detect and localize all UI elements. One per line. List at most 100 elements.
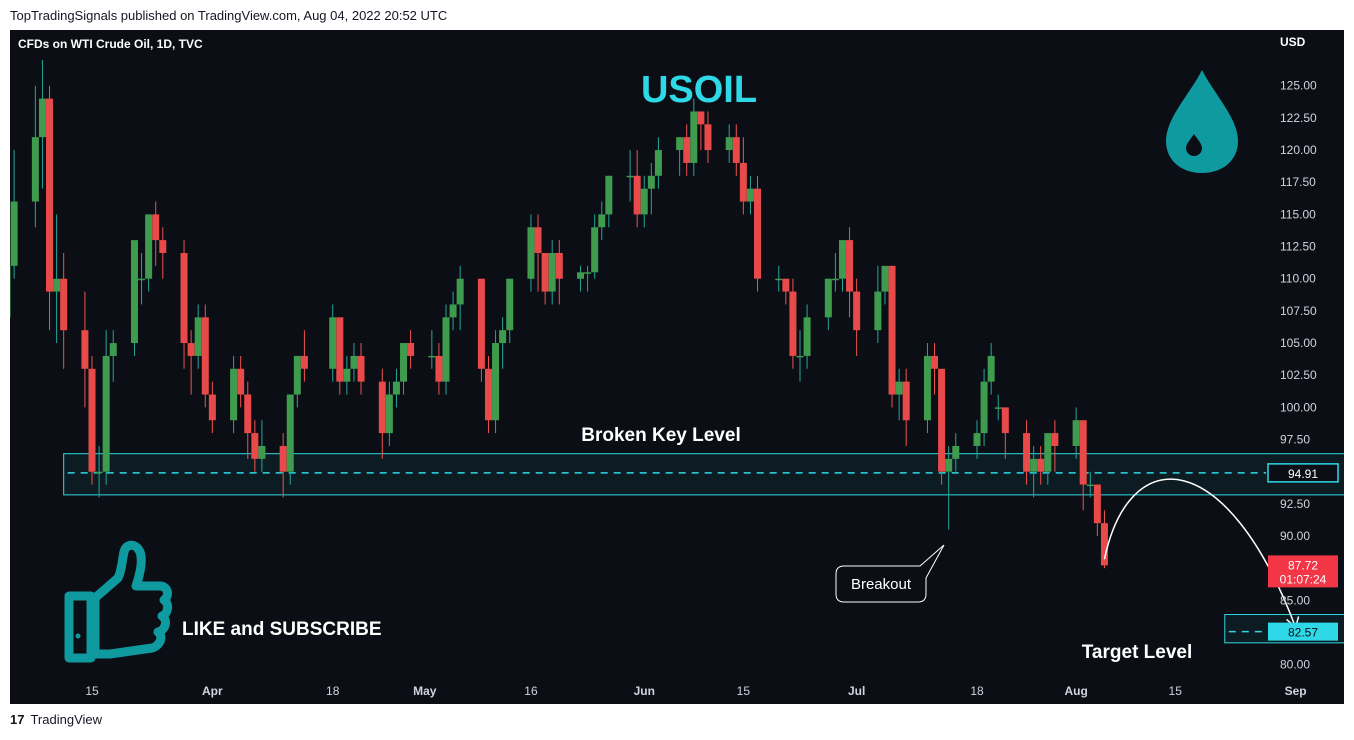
time-tick: 15 xyxy=(85,684,99,698)
candle-body xyxy=(1086,484,1094,487)
candle xyxy=(831,252,839,292)
chart-panel[interactable]: Broken Key Level Target Level Breakout 12… xyxy=(10,30,1344,704)
candle xyxy=(407,330,415,369)
candle-body xyxy=(803,317,811,356)
candle xyxy=(499,317,507,369)
candle-body xyxy=(350,355,358,369)
candle xyxy=(53,214,61,344)
candle xyxy=(1086,471,1094,498)
candle-body xyxy=(81,330,89,369)
candle xyxy=(230,355,238,434)
last-price-tag xyxy=(1268,555,1338,588)
oil-drop-icon xyxy=(1166,70,1238,173)
candle xyxy=(293,355,301,408)
candle xyxy=(1051,420,1059,472)
candle-body xyxy=(392,381,400,395)
candle xyxy=(782,278,790,305)
price-tick: 115.00 xyxy=(1280,207,1316,221)
candle-body xyxy=(102,355,110,472)
candle-body xyxy=(775,278,783,281)
candle-body xyxy=(994,407,1002,409)
thumbs-up-icon xyxy=(64,540,173,663)
candle-body xyxy=(605,175,613,215)
last-price: 87.72 xyxy=(1288,558,1318,572)
candle-body xyxy=(527,227,535,279)
candle xyxy=(584,265,592,292)
candle xyxy=(159,227,167,279)
candle-body xyxy=(888,265,896,395)
candle xyxy=(1093,484,1101,537)
tradingview-brand[interactable]: TradingView xyxy=(30,712,103,727)
candle-body xyxy=(945,458,953,472)
candle-body xyxy=(60,278,68,331)
price-tick: 100.00 xyxy=(1280,400,1317,414)
candle xyxy=(902,368,910,446)
time-tick: Sep xyxy=(1285,684,1307,698)
candle xyxy=(697,111,705,151)
candle-body xyxy=(824,278,832,318)
candle-body xyxy=(336,317,344,382)
candle xyxy=(881,265,889,305)
candle xyxy=(201,304,209,408)
candle-body xyxy=(683,137,691,163)
candle xyxy=(824,278,832,331)
overlay-layer: Breakout xyxy=(835,478,1300,629)
candle-body xyxy=(647,175,655,189)
time-tick: 15 xyxy=(737,684,751,698)
candle-body xyxy=(831,278,839,281)
candle-body xyxy=(159,240,167,253)
candle-body xyxy=(400,343,408,382)
candle xyxy=(442,304,450,395)
candle xyxy=(10,265,11,318)
candle-body xyxy=(484,368,492,421)
candle-body xyxy=(952,445,960,459)
price-axis: 125.00 122.50 120.00 117.50 115.00 112.50 110.… xyxy=(1267,79,1339,672)
candle xyxy=(527,214,535,292)
candle xyxy=(350,343,358,382)
candle xyxy=(10,150,18,279)
time-tick: 16 xyxy=(524,684,538,698)
candle-body xyxy=(442,317,450,382)
candle xyxy=(329,304,337,382)
candle xyxy=(1100,510,1108,569)
candle-body xyxy=(357,355,365,382)
breakout-label: Breakout xyxy=(851,576,912,593)
candle-body xyxy=(152,214,160,241)
candle xyxy=(506,278,514,344)
time-tick: Aug xyxy=(1064,684,1087,698)
candle-body xyxy=(1023,433,1031,472)
price-tick: 105.00 xyxy=(1280,336,1317,350)
candle-body xyxy=(201,317,209,395)
candle-body xyxy=(746,188,754,202)
candle-body xyxy=(378,381,386,434)
key-level-price: 94.91 xyxy=(1288,467,1318,481)
candle-body xyxy=(1030,458,1038,472)
candle xyxy=(95,445,103,498)
candle xyxy=(895,368,903,421)
candlestick-chart[interactable]: Broken Key Level Target Level Breakout 12… xyxy=(10,30,1344,704)
candle xyxy=(336,317,344,395)
candle xyxy=(633,150,641,228)
candle-body xyxy=(187,343,195,356)
time-tick: 18 xyxy=(326,684,340,698)
candle xyxy=(548,240,556,305)
candle-body xyxy=(499,330,507,344)
candle xyxy=(931,343,939,395)
candle-body xyxy=(477,278,485,369)
candle xyxy=(258,420,266,472)
candle-body xyxy=(633,175,641,215)
candle-body xyxy=(654,150,662,176)
candle xyxy=(1037,445,1045,485)
candle-body xyxy=(244,394,252,434)
candle xyxy=(994,394,1002,421)
candle-body xyxy=(931,355,939,369)
currency-label: USD xyxy=(1280,35,1306,49)
candle-body xyxy=(1100,523,1108,566)
candle xyxy=(130,240,138,356)
candle xyxy=(38,60,46,189)
price-tick: 112.50 xyxy=(1280,240,1316,254)
candle-body xyxy=(754,188,762,279)
candle xyxy=(378,368,386,459)
candle-body xyxy=(31,137,39,202)
price-tick: 117.50 xyxy=(1280,175,1316,189)
